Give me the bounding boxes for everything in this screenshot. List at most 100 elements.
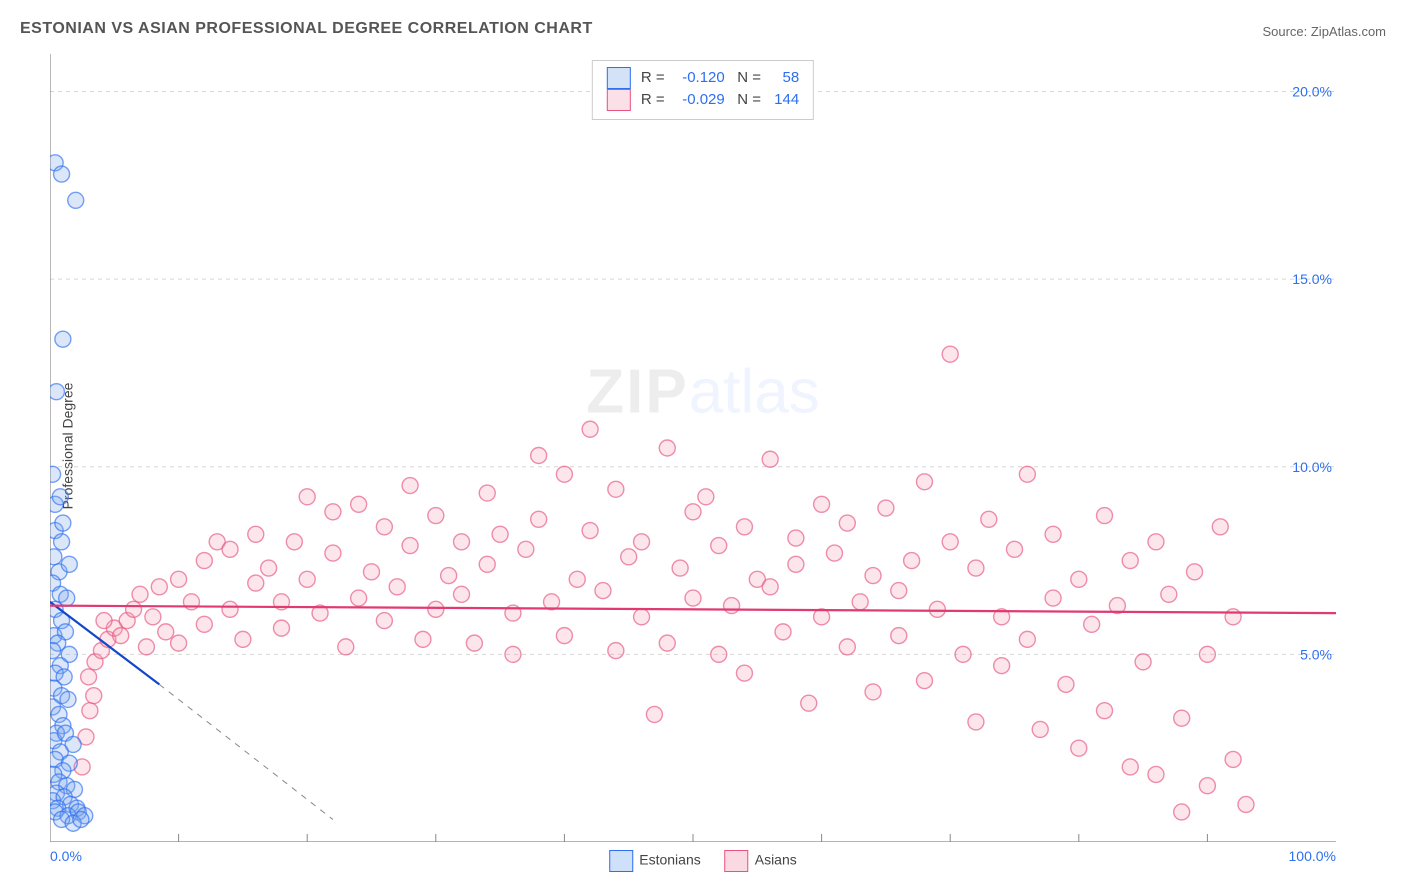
data-point: [441, 568, 457, 584]
legend-stats: R = -0.029 N = 144: [641, 89, 799, 111]
data-point: [608, 643, 624, 659]
source-label: Source: ZipAtlas.com: [1262, 24, 1386, 39]
data-point: [659, 440, 675, 456]
data-point: [54, 534, 70, 550]
y-tick-label: 20.0%: [1292, 84, 1332, 100]
data-point: [158, 624, 174, 640]
data-point: [762, 451, 778, 467]
data-point: [556, 628, 572, 644]
data-point: [171, 571, 187, 587]
data-point: [351, 496, 367, 512]
data-point: [891, 583, 907, 599]
data-point: [96, 613, 112, 629]
data-point: [556, 466, 572, 482]
data-point: [428, 508, 444, 524]
data-point: [1097, 703, 1113, 719]
data-point: [1199, 646, 1215, 662]
data-point: [60, 691, 76, 707]
data-point: [942, 346, 958, 362]
data-point: [1122, 759, 1138, 775]
data-point: [685, 504, 701, 520]
data-point: [325, 504, 341, 520]
plot-area: 5.0%10.0%15.0%20.0% 0.0%100.0%: [50, 54, 1336, 842]
data-point: [81, 669, 97, 685]
data-point: [145, 609, 161, 625]
data-point: [801, 695, 817, 711]
data-point: [865, 568, 881, 584]
data-point: [273, 620, 289, 636]
correlation-legend: R = -0.120 N = 58R = -0.029 N = 144: [592, 60, 814, 120]
data-point: [1148, 534, 1164, 550]
data-point: [479, 485, 495, 501]
data-point: [82, 703, 98, 719]
data-point: [531, 511, 547, 527]
data-point: [376, 613, 392, 629]
data-point: [1084, 616, 1100, 632]
data-point: [151, 579, 167, 595]
trend-line-extrapolated: [159, 684, 333, 819]
data-point: [646, 706, 662, 722]
data-point: [222, 541, 238, 557]
data-point: [1019, 466, 1035, 482]
data-point: [1097, 508, 1113, 524]
data-point: [968, 714, 984, 730]
data-point: [711, 538, 727, 554]
data-point: [50, 384, 64, 400]
data-point: [634, 534, 650, 550]
x-tick-label: 100.0%: [1289, 848, 1336, 864]
data-point: [248, 526, 264, 542]
data-point: [492, 526, 508, 542]
data-point: [299, 489, 315, 505]
data-point: [1071, 740, 1087, 756]
data-point: [1045, 590, 1061, 606]
data-point: [1071, 571, 1087, 587]
y-tick-label: 10.0%: [1292, 459, 1332, 475]
data-point: [736, 665, 752, 681]
legend-row: R = -0.029 N = 144: [607, 89, 799, 111]
legend-stats: R = -0.120 N = 58: [641, 67, 799, 89]
data-point: [981, 511, 997, 527]
data-point: [402, 478, 418, 494]
data-point: [929, 601, 945, 617]
data-point: [1174, 710, 1190, 726]
data-point: [814, 609, 830, 625]
data-point: [389, 579, 405, 595]
data-point: [235, 631, 251, 647]
data-point: [955, 646, 971, 662]
data-point: [852, 594, 868, 610]
data-point: [916, 474, 932, 490]
data-point: [1058, 676, 1074, 692]
data-point: [351, 590, 367, 606]
data-point: [531, 448, 547, 464]
data-point: [1212, 519, 1228, 535]
data-point: [1174, 804, 1190, 820]
data-point: [376, 519, 392, 535]
data-point: [402, 538, 418, 554]
legend-swatch: [609, 850, 633, 872]
data-point: [222, 601, 238, 617]
data-point: [788, 530, 804, 546]
data-point: [1187, 564, 1203, 580]
data-point: [261, 560, 277, 576]
data-point: [1135, 654, 1151, 670]
data-point: [55, 515, 71, 531]
data-point: [454, 534, 470, 550]
data-point: [1148, 766, 1164, 782]
data-point: [1032, 721, 1048, 737]
data-point: [711, 646, 727, 662]
data-point: [50, 466, 61, 482]
data-point: [248, 575, 264, 591]
data-point: [86, 688, 102, 704]
data-point: [569, 571, 585, 587]
data-point: [338, 639, 354, 655]
data-point: [55, 331, 71, 347]
data-point: [736, 519, 752, 535]
y-tick-label: 15.0%: [1292, 271, 1332, 287]
legend-label: Asians: [755, 852, 797, 868]
data-point: [826, 545, 842, 561]
data-point: [994, 658, 1010, 674]
data-point: [196, 553, 212, 569]
data-point: [518, 541, 534, 557]
data-point: [608, 481, 624, 497]
data-point: [814, 496, 830, 512]
